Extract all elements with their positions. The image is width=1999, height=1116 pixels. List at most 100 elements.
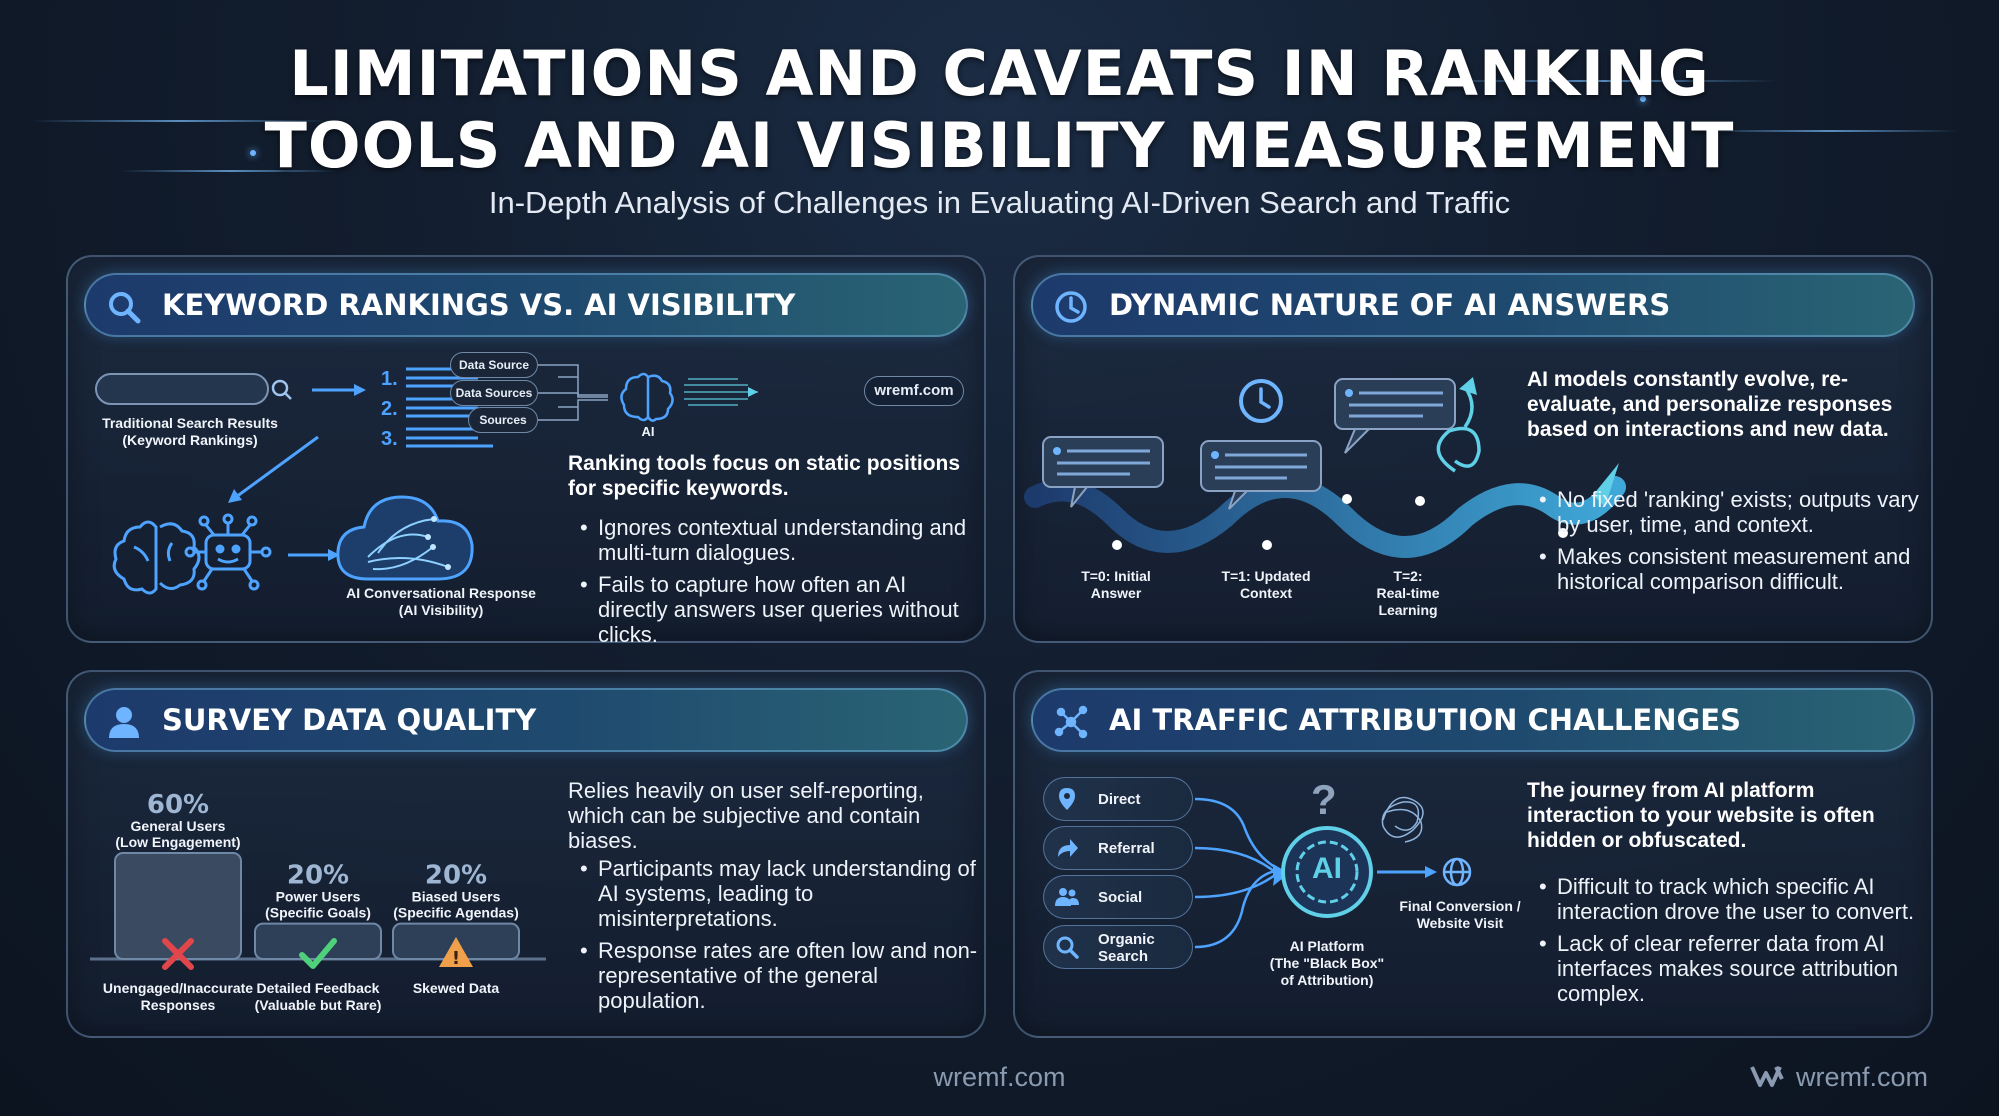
- keyword-bullet: Fails to capture how often an AI directl…: [568, 572, 978, 647]
- clock-icon: [1055, 291, 1087, 323]
- ai-hub-label: AI: [1312, 852, 1342, 885]
- x-mark-icon: [162, 938, 194, 970]
- caption-line: Real-time: [1376, 585, 1440, 601]
- keyword-lead-text: Ranking tools focus on static positions …: [568, 452, 961, 500]
- warning-exclamation: !: [452, 948, 460, 969]
- dynamic-bullet: Makes consistent measurement and histori…: [1527, 544, 1927, 594]
- channel-social: Social: [1043, 875, 1193, 919]
- caption-line: AI Platform: [1289, 938, 1365, 954]
- caption-line: (The "Black Box": [1269, 955, 1385, 971]
- channel-label: Social: [1098, 889, 1143, 906]
- rank-number: 3.: [381, 428, 398, 450]
- bar-outcome-sub: (Valuable but Rare): [255, 997, 382, 1013]
- caption-line: Website Visit: [1416, 915, 1504, 931]
- check-mark-icon: [299, 938, 337, 969]
- attribution-bullet: Difficult to track which specific AI int…: [1527, 874, 1927, 924]
- search-icon: [1056, 936, 1079, 959]
- survey-bullet: Participants may lack understanding of A…: [568, 856, 983, 931]
- caption-line: T=0: Initial: [1081, 568, 1151, 584]
- channel-label-line: Search: [1098, 948, 1149, 965]
- caption-line: (Keyword Rankings): [122, 432, 258, 448]
- cloud-network-icon: [336, 495, 474, 581]
- ai-response-caption: AI Conversational Response (AI Visibilit…: [336, 585, 546, 619]
- timeline-point: [1415, 496, 1425, 506]
- decorative-dot: [250, 150, 256, 156]
- search-bar-graphic: [95, 373, 269, 405]
- survey-bar-chart: 60%General Users(Low Engagement) Unengage…: [90, 790, 546, 1013]
- survey-bullet: Response rates are often low and non-rep…: [568, 938, 983, 1013]
- bar-category-sub: (Low Engagement): [115, 834, 240, 850]
- title-line-2: TOOLS AND AI VISIBILITY MEASUREMENT: [264, 109, 1735, 182]
- attribution-panel-title: AI TRAFFIC ATTRIBUTION CHALLENGES: [1109, 703, 1741, 737]
- attribution-panel: AI TRAFFIC ATTRIBUTION CHALLENGES Direct: [1013, 670, 1933, 1038]
- decorative-dot: [1640, 96, 1646, 102]
- caption-line: T=1: Updated: [1221, 568, 1311, 584]
- bar-category-label: Power Users: [276, 889, 361, 905]
- decorative-glow-line: [30, 120, 330, 122]
- channel-direct: Direct: [1043, 777, 1193, 821]
- bar-category-sub: (Specific Goals): [265, 905, 371, 921]
- dynamic-panel-title: DYNAMIC NATURE OF AI ANSWERS: [1109, 288, 1671, 322]
- stream-lines: [684, 378, 758, 406]
- brand-logo-icon: [1750, 1066, 1784, 1087]
- bar-category-label: General Users: [131, 818, 226, 834]
- chat-bubble-icon: [1042, 436, 1164, 508]
- caption-line: of Attribution): [1280, 972, 1374, 988]
- timeline-label: T=1: Updated Context: [1201, 568, 1331, 602]
- timeline-point: [1342, 494, 1352, 504]
- chat-bubble-icon: [1334, 378, 1456, 454]
- decorative-glow-line: [120, 170, 340, 172]
- caption-line: Context: [1239, 585, 1293, 601]
- search-results-caption: Traditional Search Results (Keyword Rank…: [90, 415, 290, 449]
- bar-outcome-label: Detailed Feedback: [257, 980, 380, 996]
- search-icon: [271, 379, 289, 397]
- page-title: LIMITATIONS AND CAVEATS IN RANKING TOOLS…: [0, 38, 1999, 182]
- timeline-point: [1112, 540, 1122, 550]
- attribution-lead-text: The journey from AI platform interaction…: [1527, 779, 1875, 852]
- timeline-point: [1262, 540, 1272, 550]
- survey-lead-text: Relies heavily on user self-reporting, w…: [568, 778, 924, 853]
- decorative-glow-line: [1700, 130, 1960, 132]
- keyword-panel-title: KEYWORD RANKINGS VS. AI VISIBILITY: [162, 288, 796, 322]
- globe-icon: [1442, 857, 1472, 887]
- share-arrow-icon: [1058, 839, 1078, 857]
- title-line-1: LIMITATIONS AND CAVEATS IN RANKING: [289, 37, 1710, 110]
- footer-brand[interactable]: wremf.com: [1750, 1062, 1928, 1093]
- page-subtitle: In-Depth Analysis of Challenges in Evalu…: [488, 185, 1511, 220]
- warning-icon: [439, 937, 473, 967]
- source-connectors: [538, 364, 608, 421]
- tangle-icon: [1381, 796, 1424, 843]
- keyword-rankings-panel: KEYWORD RANKINGS VS. AI VISIBILITY: [66, 255, 986, 647]
- bar-value-label: 20%: [425, 861, 487, 891]
- decorative-glow-line: [1420, 80, 1780, 82]
- source-chip: Sources: [468, 407, 538, 433]
- caption-line: Learning: [1378, 602, 1438, 618]
- bar-outcome-sub: Responses: [141, 997, 216, 1013]
- chat-bubble-icon: [1200, 440, 1322, 510]
- user-icon: [109, 707, 139, 738]
- dynamic-bullet-list: No fixed 'ranking' exists; outputs vary …: [1527, 487, 1927, 601]
- bar-category-label: Biased Users: [412, 889, 501, 905]
- source-chip: Data Sources: [450, 380, 538, 406]
- survey-bar: [114, 852, 242, 960]
- footer-brand-text: wremf.com: [1796, 1062, 1929, 1092]
- keyword-bullet-list: Ignores contextual understanding and mul…: [568, 515, 978, 654]
- location-pin-icon: [1059, 788, 1075, 810]
- bar-value-label: 20%: [287, 861, 349, 891]
- caption-line: T=2:: [1393, 568, 1423, 584]
- survey-bullet-list: Participants may lack understanding of A…: [568, 856, 983, 1020]
- caption-line: Answer: [1090, 585, 1142, 601]
- dynamic-panel-header: DYNAMIC NATURE OF AI ANSWERS: [1031, 273, 1915, 337]
- ai-platform-caption: AI Platform (The "Black Box" of Attribut…: [1247, 938, 1407, 989]
- attribution-illustration: [1194, 796, 1472, 949]
- ai-brain-icon: [620, 372, 674, 422]
- keyword-panel-header: KEYWORD RANKINGS VS. AI VISIBILITY: [84, 273, 968, 337]
- footer-center-link[interactable]: wremf.com: [933, 1062, 1066, 1092]
- survey-data-panel: SURVEY DATA QUALITY 60% General Users (Low…: [66, 670, 986, 1038]
- caption-line: Traditional Search Results: [102, 415, 278, 431]
- channel-label: Organic Search: [1098, 931, 1155, 965]
- brain-icon: [112, 520, 201, 595]
- dynamic-bullet: No fixed 'ranking' exists; outputs vary …: [1527, 487, 1927, 537]
- channel-label-line: Organic: [1098, 931, 1155, 948]
- keyword-bullet: Ignores contextual understanding and mul…: [568, 515, 978, 565]
